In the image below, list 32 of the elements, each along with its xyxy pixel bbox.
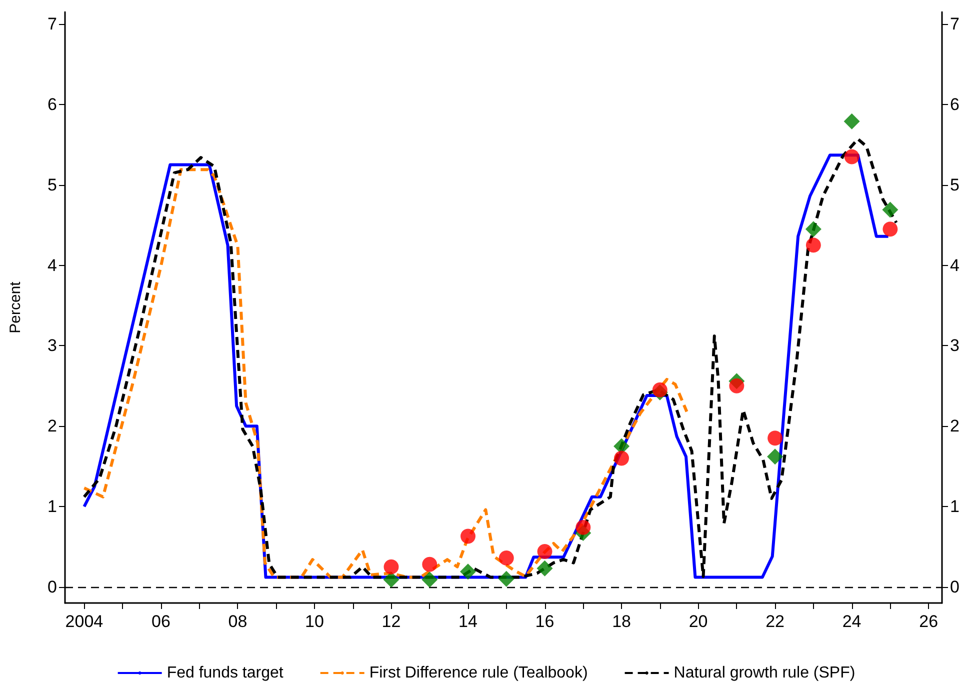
y-tick-label: 7	[48, 14, 57, 34]
y-axis-title: Percent	[7, 280, 24, 334]
x-tick-label: 14	[458, 612, 478, 631]
y2-tick-label: 3	[950, 336, 960, 356]
y2-tick-label: 2	[950, 416, 960, 436]
x-tick-label: 06	[151, 612, 170, 631]
legend-label: Natural growth rule (SPF)	[674, 664, 856, 682]
y2-tick-label: 6	[950, 94, 960, 114]
x-tick-label: 20	[688, 612, 708, 631]
x-tick-label: 10	[305, 612, 324, 631]
y-tick-label: 2	[48, 416, 57, 436]
x-tick-label: 16	[535, 612, 554, 631]
legend-label: First Difference rule (Tealbook)	[369, 664, 588, 682]
x-tick-label: 08	[228, 612, 248, 631]
x-tick-label: 24	[842, 612, 862, 631]
y2-tick-label: 4	[950, 256, 960, 275]
y-tick-label: 5	[48, 175, 57, 194]
y-tick-label: 1	[48, 497, 57, 516]
y-tick-label: 0	[48, 577, 57, 596]
y2-tick-label: 5	[950, 175, 960, 194]
y2-tick-label: 1	[950, 497, 960, 516]
y-tick-label: 4	[48, 256, 57, 275]
y2-tick-label: 0	[950, 577, 960, 596]
x-tick-label: 18	[612, 612, 631, 631]
x-tick-label: 2004	[65, 612, 104, 631]
x-tick-label: 26	[919, 612, 938, 631]
legend-label: Fed funds target	[166, 664, 284, 682]
y-tick-label: 3	[48, 336, 57, 356]
x-tick-label: 22	[766, 612, 785, 631]
x-tick-label: 12	[382, 612, 401, 631]
y2-tick-label: 7	[950, 14, 960, 34]
y-tick-label: 6	[48, 94, 57, 114]
